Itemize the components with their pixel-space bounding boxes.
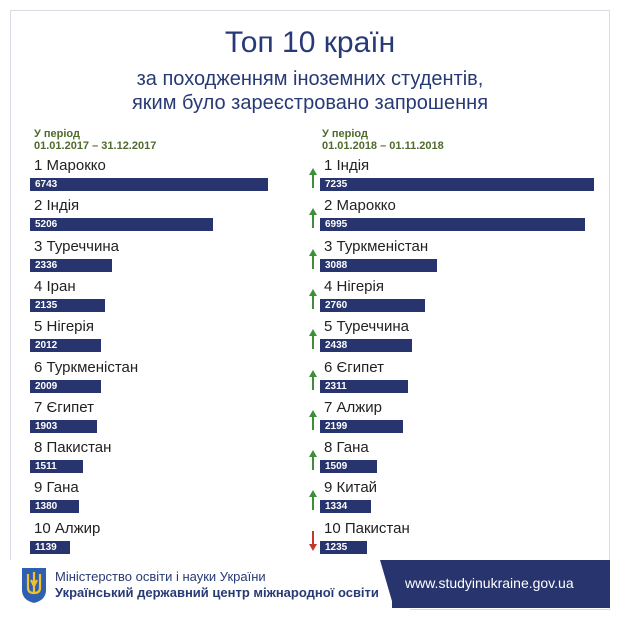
bar — [320, 258, 437, 272]
country-label: 2 Індія — [34, 197, 80, 215]
footer-band-notch — [380, 560, 394, 608]
arrow-up-icon — [309, 490, 317, 511]
bar — [30, 218, 213, 232]
bar — [30, 298, 105, 312]
country-label: 9 Китай — [324, 479, 378, 497]
bar-value-label: 1511 — [35, 461, 57, 473]
bar-value-label: 2135 — [35, 299, 58, 311]
bar-value-label: 2336 — [35, 259, 58, 271]
period-2018-label: У період — [322, 128, 368, 140]
arrow-up-icon — [309, 369, 317, 390]
country-label: 5 Нігерія — [34, 318, 94, 336]
bar-value-label: 2311 — [325, 380, 347, 392]
bar-value-label: 1235 — [325, 541, 348, 553]
arrow-up-icon — [309, 329, 317, 350]
subtitle-line-1: за походженням іноземних студентів, — [136, 68, 484, 90]
country-label: 6 Єгипет — [324, 358, 384, 376]
country-label: 2 Марокко — [324, 197, 396, 215]
infographic-frame — [10, 10, 610, 610]
bar — [30, 419, 97, 433]
period-2017-label: У період — [34, 128, 80, 140]
country-label: 3 Туркменістан — [324, 237, 429, 255]
bar-value-label: 6743 — [35, 179, 58, 190]
bar — [320, 218, 585, 232]
country-label: 6 Туркменістан — [34, 358, 139, 376]
bar-value-label: 2199 — [325, 420, 348, 432]
arrow-down-icon — [309, 530, 317, 551]
bar — [320, 178, 594, 191]
bar-value-label: 1380 — [35, 501, 58, 513]
bar-value-label: 7235 — [325, 179, 348, 190]
bar-value-label: 3088 — [325, 259, 348, 271]
bar-value-label: 2760 — [325, 299, 348, 311]
bar-value-label: 1139 — [35, 541, 57, 553]
ministry-name: Міністерство освіти і науки України — [55, 569, 266, 584]
arrow-up-icon — [309, 168, 317, 188]
country-label: 8 Пакистан — [34, 439, 112, 457]
arrow-up-icon — [309, 288, 317, 309]
bar — [320, 460, 377, 474]
trident-icon — [22, 568, 46, 603]
country-label: 10 Алжир — [34, 519, 101, 537]
country-label: 1 Індія — [324, 157, 370, 174]
country-label: 8 Гана — [324, 439, 369, 457]
arrow-up-icon — [309, 248, 317, 269]
country-label: 5 Туреччина — [324, 318, 409, 336]
country-label: 4 Нігерія — [324, 277, 384, 295]
bar — [30, 178, 268, 191]
subtitle-line-2: яким було зареєстровано запрошення — [131, 92, 489, 114]
country-label: 9 Гана — [34, 479, 79, 497]
bar-value-label: 1903 — [35, 420, 58, 432]
bar — [320, 540, 367, 554]
footer-left-panel — [10, 560, 410, 610]
footer-band — [392, 560, 610, 608]
center-name: Український державний центр міжнародної … — [55, 585, 379, 600]
country-label: 10 Пакистан — [324, 519, 410, 537]
country-label: 4 Іран — [34, 277, 76, 295]
bar-value-label: 2438 — [325, 340, 348, 352]
period-2017: У період 01.01.2017 – 31.12.2017 — [34, 128, 156, 152]
page-title: Топ 10 країн — [224, 26, 396, 59]
bar — [30, 379, 101, 393]
bar — [30, 460, 83, 474]
country-label: 1 Марокко — [34, 157, 106, 174]
country-label: 7 Єгипет — [34, 398, 94, 416]
country-label: 7 Алжир — [324, 398, 383, 416]
bar — [320, 379, 408, 393]
bar — [30, 339, 101, 353]
bar-value-label: 2009 — [35, 380, 58, 392]
bar — [320, 339, 412, 353]
bar-value-label: 1509 — [325, 461, 348, 473]
bar-value-label: 2012 — [35, 340, 58, 352]
bar — [320, 500, 371, 514]
footer-url-link[interactable]: www.studyinukraine.gov.ua — [405, 575, 574, 591]
bar-value-label: 6995 — [325, 219, 348, 231]
bar — [30, 500, 79, 514]
period-2017-range: 01.01.2017 – 31.12.2017 — [34, 140, 157, 152]
bar — [320, 298, 425, 312]
arrow-up-icon — [309, 409, 317, 430]
bar-value-label: 1334 — [325, 501, 348, 513]
period-2018-range: 01.01.2018 – 01.11.2018 — [322, 140, 444, 152]
period-2018: У період 01.01.2018 – 01.11.2018 — [322, 128, 444, 152]
bar — [30, 540, 70, 554]
bar — [30, 258, 112, 272]
bar — [320, 419, 403, 433]
arrow-up-icon — [309, 450, 317, 471]
arrow-up-icon — [309, 208, 317, 229]
country-label: 3 Туреччина — [34, 237, 119, 255]
bar-value-label: 5206 — [35, 219, 58, 231]
